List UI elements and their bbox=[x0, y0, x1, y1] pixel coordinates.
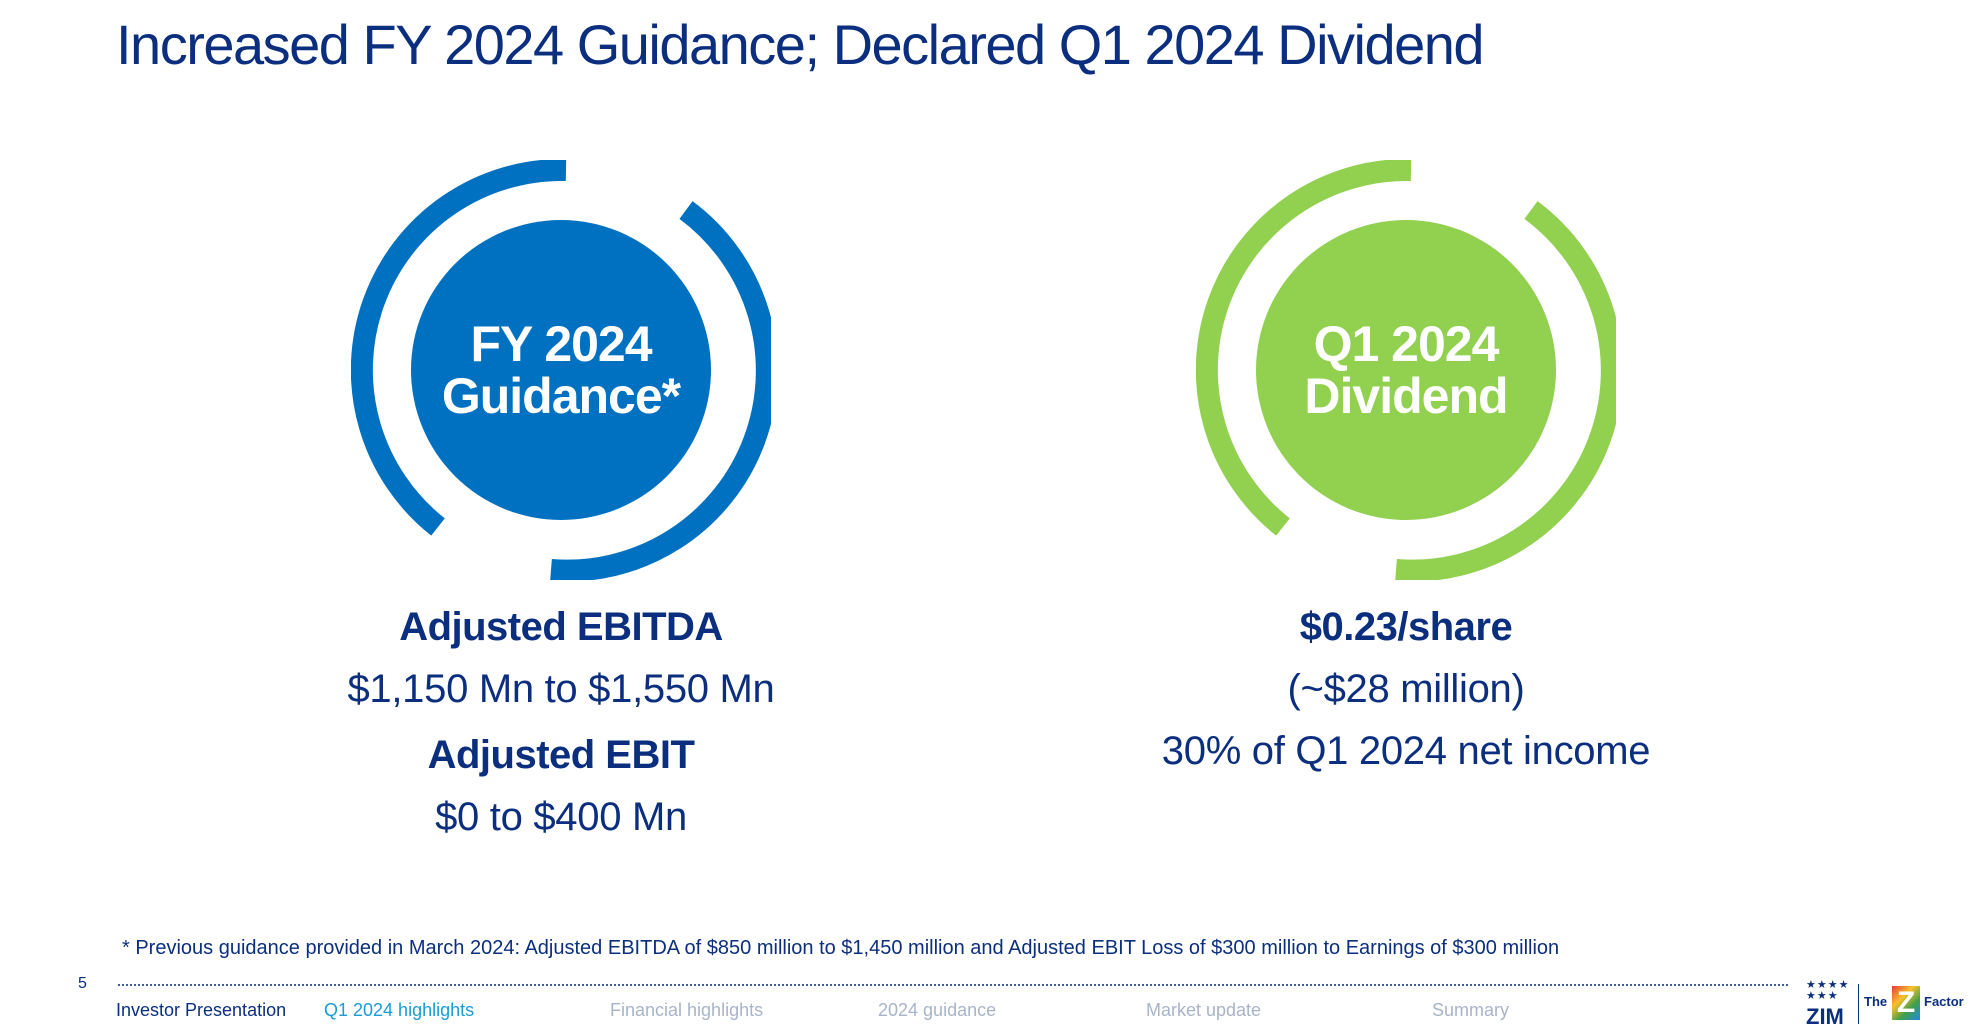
logo-z-mark: Z bbox=[1892, 986, 1920, 1020]
dividend-payout: 30% of Q1 2024 net income bbox=[1161, 729, 1651, 773]
footer-nav-2024-guidance[interactable]: 2024 guidance bbox=[878, 1000, 997, 1020]
dividend-figures: $0.23/share (~$28 million) 30% of Q1 202… bbox=[1106, 596, 1706, 782]
dividend-ring: Q1 2024 Dividend bbox=[1196, 160, 1616, 580]
dividend-ring-graphic bbox=[1196, 160, 1616, 580]
dividend-total: (~$28 million) bbox=[1287, 667, 1525, 711]
footer-deck-label: Investor Presentation bbox=[116, 1000, 287, 1020]
guidance-ring-arc-right bbox=[550, 201, 771, 580]
guidance-ring-disc bbox=[411, 220, 711, 520]
ebitda-label: Adjusted EBITDA bbox=[399, 605, 723, 649]
footnote: * Previous guidance provided in March 20… bbox=[122, 937, 1560, 959]
dividend-ring-disc bbox=[1256, 220, 1556, 520]
dividend-ring-arc-right bbox=[1395, 201, 1616, 580]
guidance-badge-line2: Guidance* bbox=[441, 368, 681, 424]
dividend-badge-line1: Q1 2024 bbox=[1313, 316, 1500, 372]
zim-logo: ★★★★ ★★★ ZIM The Z Factor bbox=[1806, 979, 1976, 1030]
guidance-ring: FY 2024 Guidance* bbox=[351, 160, 771, 580]
page-title: Increased FY 2024 Guidance; Declared Q1 … bbox=[116, 13, 1485, 76]
guidance-ring-arc-left bbox=[351, 160, 567, 536]
dividend-badge-line2: Dividend bbox=[1304, 368, 1508, 424]
guidance-ring-graphic bbox=[351, 160, 771, 580]
ebit-label: Adjusted EBIT bbox=[427, 733, 695, 777]
logo-separator bbox=[1858, 984, 1859, 1024]
guidance-figures: Adjusted EBITDA $1,150 Mn to $1,550 Mn A… bbox=[261, 596, 861, 848]
guidance-badge-line1: FY 2024 bbox=[470, 316, 652, 372]
guidance-badge: FY 2024 Guidance* bbox=[351, 160, 771, 580]
footer-divider bbox=[118, 984, 1788, 986]
logo-the: The bbox=[1864, 994, 1888, 1009]
dividend-badge: Q1 2024 Dividend bbox=[1196, 160, 1616, 580]
dividend-per-share: $0.23/share bbox=[1299, 605, 1513, 649]
footer-nav-market-update[interactable]: Market update bbox=[1146, 1000, 1262, 1020]
ebit-value: $0 to $400 Mn bbox=[435, 795, 687, 839]
logo-brand: ZIM bbox=[1806, 1004, 1844, 1029]
logo-stars: ★★★★ ★★★ bbox=[1806, 979, 1850, 1002]
ebitda-value: $1,150 Mn to $1,550 Mn bbox=[347, 667, 775, 711]
page-number: 5 bbox=[78, 975, 87, 992]
dividend-ring-arc-left bbox=[1196, 160, 1412, 536]
footer-nav-q1-highlights[interactable]: Q1 2024 highlights bbox=[324, 1000, 475, 1020]
logo-factor: Factor bbox=[1924, 994, 1964, 1009]
footer-nav-financial-highlights[interactable]: Financial highlights bbox=[610, 1000, 764, 1020]
footer-nav-summary[interactable]: Summary bbox=[1432, 1000, 1510, 1020]
